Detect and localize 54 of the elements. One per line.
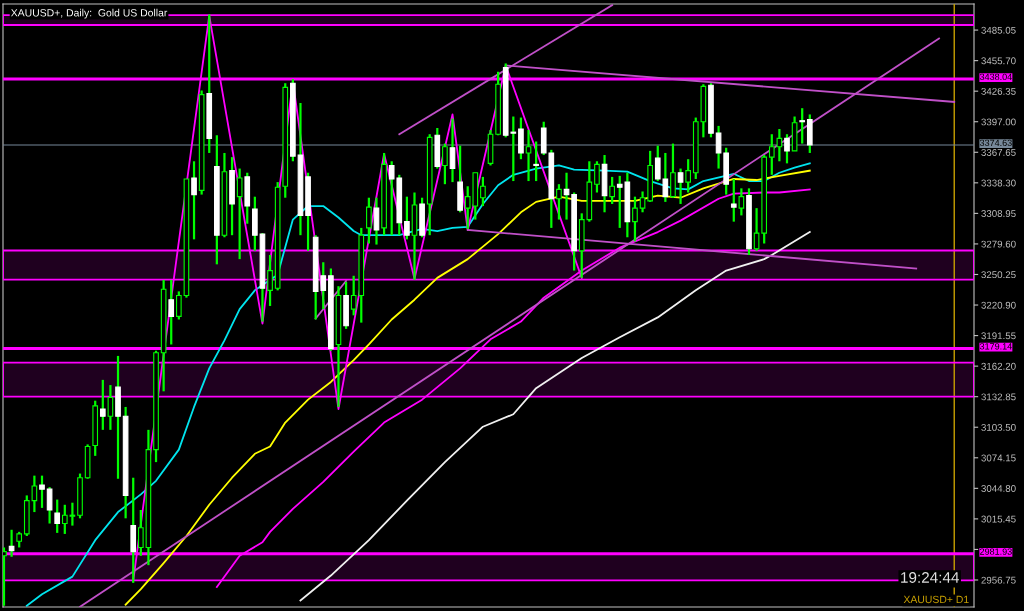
candlestick xyxy=(54,498,61,534)
candlestick xyxy=(639,190,646,214)
ref-line-label: 2981.93 xyxy=(980,548,1012,555)
candlestick xyxy=(677,167,684,206)
candlestick xyxy=(442,142,448,186)
y-tick-label: 3191.55 xyxy=(981,332,1016,340)
annotation: XAUUSD+ D1 xyxy=(903,595,969,604)
candlestick xyxy=(609,175,615,206)
candlestick xyxy=(518,116,524,161)
candlestick xyxy=(799,107,806,145)
y-tick-label: 3132.85 xyxy=(981,393,1016,401)
y-tick-label: 3103.50 xyxy=(981,423,1016,431)
candlestick xyxy=(175,290,182,321)
candlestick xyxy=(480,175,486,208)
ref-line-label: 3438.04 xyxy=(979,73,1012,81)
y-tick-label: 3250.25 xyxy=(981,271,1016,279)
candlestick xyxy=(236,167,243,261)
y-tick-label: 3338.30 xyxy=(981,179,1016,187)
candlestick xyxy=(525,128,532,183)
candlestick xyxy=(738,187,745,217)
candlestick xyxy=(39,474,45,510)
candlestick xyxy=(366,196,372,245)
candlestick xyxy=(784,133,790,165)
candlestick xyxy=(46,485,53,525)
ref-line-label: 3179.14 xyxy=(979,343,1012,350)
candlestick xyxy=(594,160,600,194)
candlestick xyxy=(404,195,410,241)
y-tick-label: 3308.95 xyxy=(981,210,1016,217)
y-tick-label: 3367.65 xyxy=(981,149,1016,156)
y-tick-label: 3162.20 xyxy=(981,362,1016,370)
y-tick-label: 3015.45 xyxy=(981,515,1016,523)
y-tick-label: 3455.70 xyxy=(981,57,1016,65)
candlestick xyxy=(685,158,692,194)
candlestick xyxy=(533,140,539,183)
candlestick xyxy=(191,160,197,241)
candlestick xyxy=(632,195,638,243)
candlestick xyxy=(670,142,676,199)
candlestick xyxy=(107,383,114,431)
candlestick xyxy=(8,528,15,558)
line-series xyxy=(299,231,811,602)
y-tick-label: 3279.60 xyxy=(981,240,1016,248)
y-tick-label: 3485.05 xyxy=(981,26,1016,34)
candlestick xyxy=(556,183,562,221)
annotation: 19:24:44 xyxy=(901,572,959,583)
ref-line-label: 3374.63 xyxy=(979,139,1012,147)
candlestick xyxy=(267,253,273,308)
y-tick-label: 3426.35 xyxy=(981,87,1016,95)
chart-title: XAUUSD+, Daily: Gold US Dollar xyxy=(11,8,168,19)
y-tick-label: 2956.75 xyxy=(981,576,1016,584)
y-tick-label: 3044.80 xyxy=(981,485,1016,492)
y-tick-label: 3074.15 xyxy=(981,454,1016,462)
candlestick xyxy=(373,196,380,246)
y-tick-label: 3397.00 xyxy=(981,118,1016,126)
y-tick-label: 3220.90 xyxy=(981,301,1016,309)
